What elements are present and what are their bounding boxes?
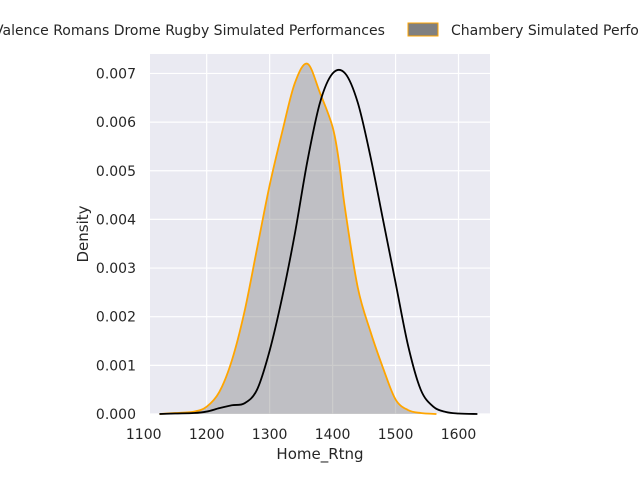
y-tick-label: 0.001 <box>96 358 136 374</box>
x-tick-label: 1600 <box>441 427 477 443</box>
legend: Valence Romans Drome Rugby Simulated Per… <box>0 22 640 39</box>
x-tick-label: 1100 <box>126 427 162 443</box>
y-tick-label: 0.006 <box>96 115 136 131</box>
y-tick-label: 0.007 <box>96 66 136 82</box>
grid-lines <box>143 54 490 415</box>
y-tick-label: 0.005 <box>96 164 136 180</box>
legend-swatch-chambery <box>407 22 439 37</box>
y-tick-label: 0.004 <box>96 212 136 228</box>
legend-label-valence: Valence Romans Drome Rugby Simulated Per… <box>0 23 385 39</box>
y-tick-labels: 0.000 0.001 0.002 0.003 0.004 0.005 0.006 0.007 <box>96 66 136 423</box>
y-axis-label: Density <box>74 205 92 262</box>
x-axis-label: Home_Rtng <box>276 445 363 464</box>
x-tick-label: 1200 <box>189 427 225 443</box>
valence-density-curve <box>159 68 478 415</box>
chambery-density-fill <box>159 63 437 415</box>
y-tick-label: 0.002 <box>96 310 136 326</box>
chambery-density-curve <box>159 62 437 415</box>
y-tick-label: 0.003 <box>96 261 136 277</box>
series-layer <box>159 62 478 415</box>
x-tick-label: 1300 <box>252 427 288 443</box>
legend-label-chambery: Chambery Simulated Performances <box>451 23 640 39</box>
y-tick-label: 0.000 <box>96 407 136 423</box>
x-tick-label: 1400 <box>315 427 351 443</box>
x-tick-labels: 1100 1200 1300 1400 1500 1600 <box>126 427 476 443</box>
x-tick-label: 1500 <box>378 427 414 443</box>
